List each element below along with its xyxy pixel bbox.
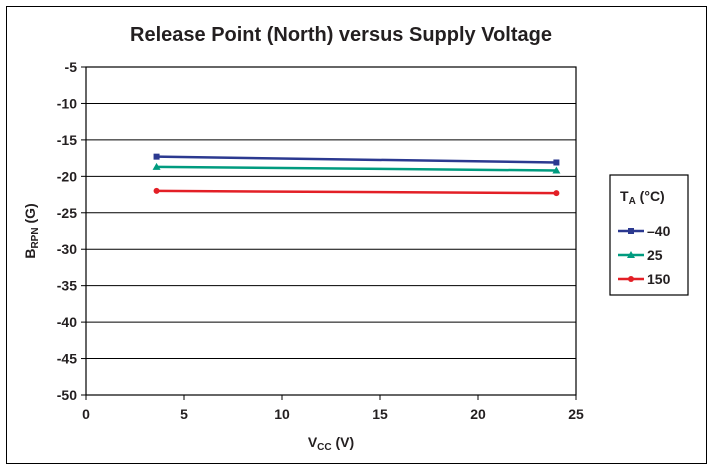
legend-entry-label: 25 [647, 247, 663, 263]
data-point-square-marker [628, 228, 634, 234]
data-point-triangle-marker [152, 162, 161, 170]
plot-area [85, 66, 577, 396]
y-tick-label: -35 [57, 278, 77, 294]
y-tick-label: -30 [57, 241, 77, 257]
x-tick-label: 0 [82, 406, 90, 422]
legend-entry: 25 [618, 247, 663, 263]
data-point-square-marker [553, 159, 560, 166]
x-tick-label: 25 [568, 406, 584, 422]
data-point-triangle-marker [552, 166, 561, 174]
series-2 [152, 162, 561, 174]
x-tick-label: 5 [180, 406, 188, 422]
y-axis-label: BRPN (G) [22, 203, 41, 258]
data-point-circle-marker [153, 187, 160, 194]
chart-title: Release Point (North) versus Supply Volt… [130, 24, 552, 46]
legend-entry: –40 [618, 223, 671, 239]
series-line [156, 189, 557, 195]
y-tick-label: -50 [57, 387, 77, 403]
series-line [156, 165, 557, 172]
data-point-circle-marker [553, 190, 560, 197]
series-1 [153, 153, 560, 166]
y-tick-label: -45 [57, 351, 77, 367]
data-point-circle-marker [628, 276, 634, 282]
chart: Release Point (North) versus Supply Volt… [22, 24, 689, 453]
x-tick-label: 15 [372, 406, 388, 422]
series-layer [152, 153, 561, 197]
data-point-triangle-marker [627, 251, 635, 258]
y-tick-label: -5 [65, 59, 78, 75]
y-tick-label: -40 [57, 314, 77, 330]
y-tick-label: -20 [57, 168, 77, 184]
gridlines [86, 66, 576, 360]
y-tick-label: -15 [57, 132, 77, 148]
x-tick-label: 20 [470, 406, 486, 422]
y-tick-label: -25 [57, 205, 77, 221]
chart-frame: Release Point (North) versus Supply Volt… [6, 6, 707, 464]
legend-entry-label: –40 [647, 223, 671, 239]
legend-box [609, 174, 689, 296]
series-3 [153, 187, 560, 197]
y-tick-label: -10 [57, 95, 77, 111]
legend-entries: –40 25 150 [618, 223, 671, 287]
legend-entry: 150 [618, 271, 671, 287]
series-line [156, 155, 557, 164]
x-axis-ticks: 0 5 10 15 20 25 [82, 395, 584, 422]
legend: TA (°C) –40 25 150 [609, 174, 689, 296]
x-tick-label: 10 [274, 406, 290, 422]
data-point-square-marker [153, 153, 160, 160]
legend-title: TA (°C) [620, 188, 665, 207]
legend-entry-label: 150 [647, 271, 671, 287]
x-axis-label: VCC (V) [308, 434, 354, 453]
y-axis-ticks: -5 -10 -15 -20 -25 -30 -35 -40 -45 -50 [57, 59, 86, 403]
